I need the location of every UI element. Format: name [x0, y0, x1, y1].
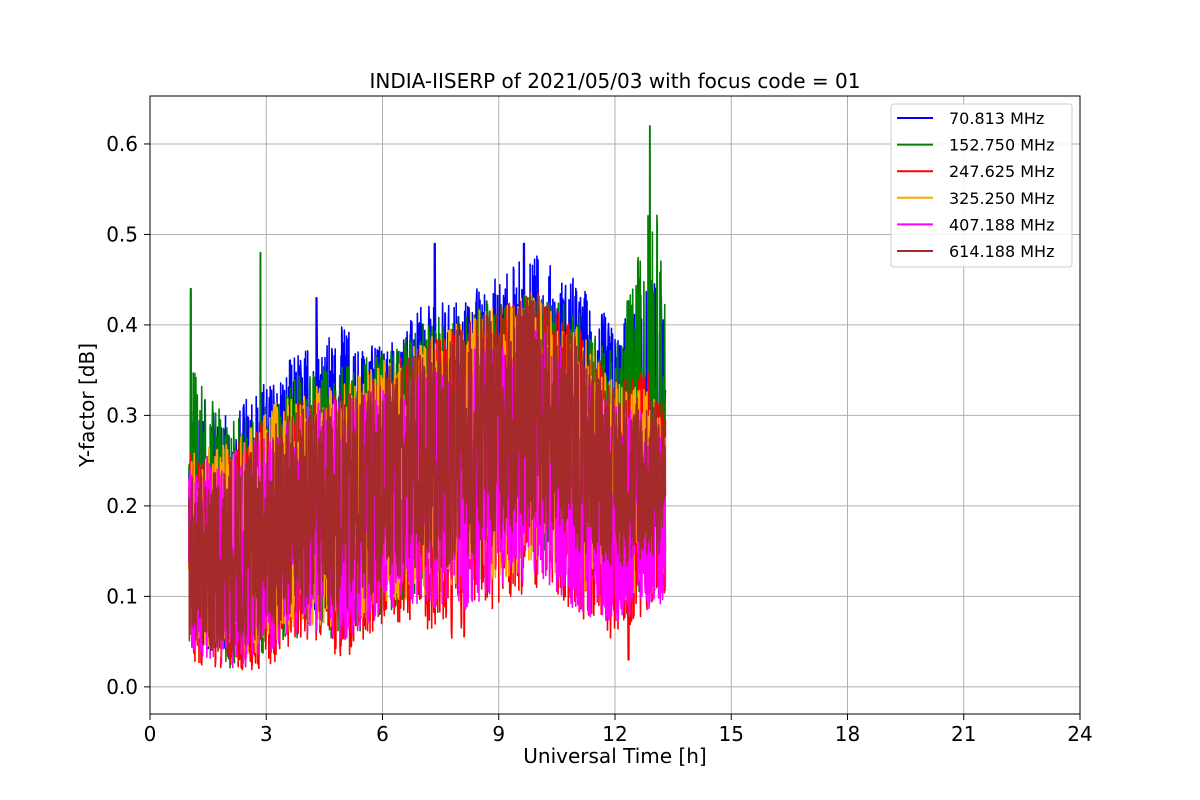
y-tick-label: 0.1	[106, 584, 138, 608]
y-tick-label: 0.5	[106, 222, 138, 246]
x-tick-label: 24	[1067, 722, 1092, 746]
legend-label: 70.813 MHz	[949, 109, 1044, 128]
legend-label: 247.625 MHz	[949, 162, 1054, 181]
y-axis-label: Y-factor [dB]	[75, 343, 99, 468]
x-tick-label: 9	[492, 722, 505, 746]
x-tick-label: 6	[376, 722, 389, 746]
x-axis-label: Universal Time [h]	[523, 744, 706, 768]
series-line-5	[188, 291, 667, 658]
y-tick-label: 0.3	[106, 403, 138, 427]
legend-box	[890, 103, 1073, 268]
x-tick-label: 12	[602, 722, 627, 746]
x-tick-label: 18	[835, 722, 860, 746]
x-tick-label: 0	[144, 722, 157, 746]
ticks: 0 3 6 9 12 15 18 21 24 0.0 0.1 0.2 0.3 0.4 0.5 0.6	[106, 132, 1093, 746]
y-tick-label: 0.2	[106, 494, 138, 518]
y-tick-label: 0.4	[106, 313, 138, 337]
x-tick-label: 3	[260, 722, 273, 746]
legend-label: 407.188 MHz	[949, 215, 1054, 234]
series-layer	[188, 125, 667, 671]
legend: 70.813 MHz 152.750 MHz 247.625 MHz 325.250 …	[890, 103, 1073, 268]
legend-label: 325.250 MHz	[949, 189, 1054, 208]
x-tick-label: 15	[719, 722, 744, 746]
y-tick-label: 0.0	[106, 675, 138, 699]
x-tick-label: 21	[951, 722, 976, 746]
y-tick-label: 0.6	[106, 132, 138, 156]
legend-label: 152.750 MHz	[949, 136, 1054, 155]
legend-label: 614.188 MHz	[949, 242, 1054, 261]
chart-title: INDIA-IISERP of 2021/05/03 with focus co…	[370, 69, 861, 93]
